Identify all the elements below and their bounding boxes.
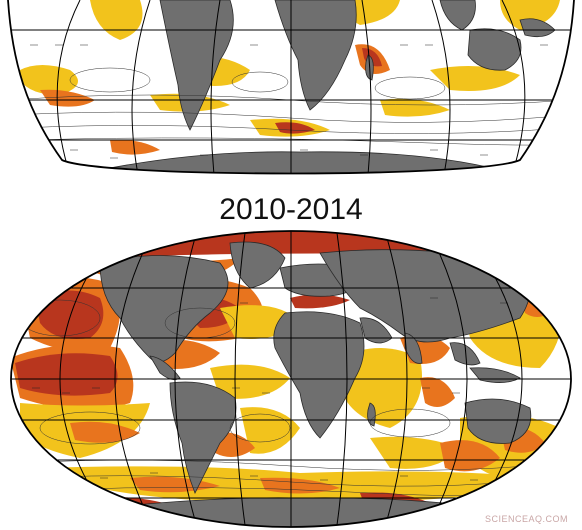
map-outline-bottom [10, 230, 572, 528]
panel-title-bottom: 2010-2014 [219, 193, 363, 226]
watermark-text: SCIENCEAQ.COM [484, 514, 568, 524]
graticule-top [8, 0, 574, 174]
map-outline-top [7, 0, 575, 175]
map-panel-bottom [10, 230, 572, 528]
map-panel-top [7, 0, 575, 175]
graticule-bottom [11, 231, 571, 527]
